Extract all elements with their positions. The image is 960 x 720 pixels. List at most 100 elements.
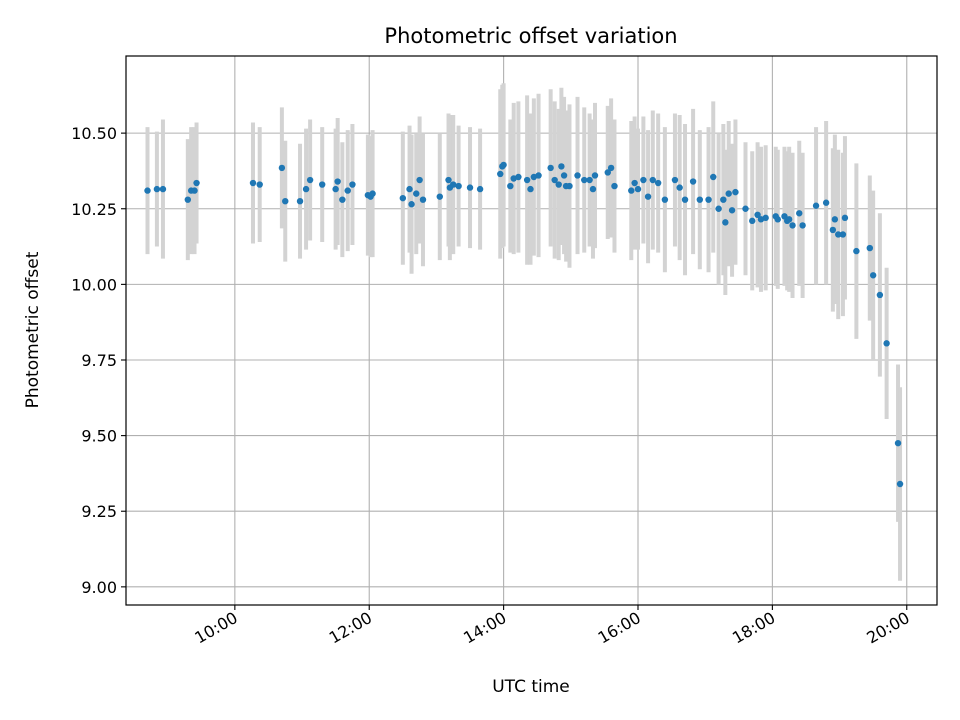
data-point — [604, 169, 611, 176]
data-point — [835, 231, 842, 238]
x-tick-label: 10:00 — [191, 608, 240, 648]
data-point — [607, 164, 615, 172]
data-point — [406, 185, 413, 193]
data-point — [671, 176, 679, 184]
data-point — [774, 216, 781, 223]
y-tick-label: 9.75 — [81, 351, 117, 370]
data-point — [789, 222, 796, 229]
data-point — [876, 291, 884, 299]
data-point — [507, 182, 514, 190]
data-points — [144, 161, 904, 488]
data-point — [866, 244, 874, 252]
data-point — [256, 181, 263, 188]
data-point — [566, 182, 573, 190]
data-point — [676, 184, 683, 191]
data-point — [754, 211, 761, 219]
data-point — [455, 182, 462, 190]
data-point — [344, 187, 351, 194]
data-point — [812, 202, 820, 209]
data-point — [416, 176, 423, 184]
data-point — [822, 199, 830, 206]
data-point — [869, 272, 877, 279]
x-tick-label: 18:00 — [729, 608, 778, 648]
data-point — [640, 176, 647, 184]
data-point — [696, 196, 704, 203]
data-point — [883, 340, 890, 347]
data-point — [249, 179, 257, 187]
data-point — [560, 172, 568, 179]
data-point — [829, 226, 837, 234]
data-point — [369, 190, 376, 197]
data-point — [551, 176, 558, 184]
data-point — [184, 196, 192, 203]
data-point — [436, 193, 443, 200]
data-point — [334, 178, 341, 185]
data-point — [628, 187, 635, 194]
x-axis-title: UTC time — [492, 677, 570, 697]
data-point — [500, 161, 507, 169]
data-point — [191, 187, 198, 194]
x-tick-label: 12:00 — [326, 608, 375, 648]
data-point — [722, 219, 729, 226]
data-point — [681, 196, 689, 203]
data-point — [466, 184, 474, 191]
data-point — [159, 185, 167, 193]
data-point — [720, 196, 727, 203]
data-point — [715, 205, 722, 212]
data-point — [611, 182, 618, 190]
data-point — [634, 185, 642, 193]
y-tick-label: 9.00 — [81, 578, 117, 597]
y-tick-label: 9.50 — [81, 427, 117, 446]
data-point — [318, 181, 326, 188]
data-point — [399, 194, 407, 202]
data-point — [193, 179, 200, 187]
data-point — [419, 196, 427, 203]
data-point — [349, 181, 356, 188]
data-point — [732, 188, 739, 196]
y-tick-label: 9.25 — [81, 502, 117, 521]
data-point — [282, 197, 289, 205]
data-point — [586, 176, 593, 184]
data-point — [841, 214, 849, 222]
chart-title: Photometric offset variation — [384, 24, 677, 48]
data-point — [644, 193, 652, 200]
data-point — [631, 179, 638, 187]
data-point — [896, 480, 904, 488]
data-point — [339, 196, 346, 203]
data-point — [527, 185, 534, 193]
data-point — [476, 185, 484, 193]
data-point — [649, 176, 656, 184]
y-tick-label: 10.00 — [71, 275, 117, 294]
data-point — [302, 185, 310, 193]
x-tick-label: 16:00 — [595, 608, 644, 648]
data-point — [296, 197, 304, 205]
data-point — [574, 172, 581, 179]
y-tick-label: 10.25 — [71, 200, 117, 219]
data-point — [558, 163, 565, 170]
data-point — [306, 176, 314, 184]
data-point — [762, 214, 769, 222]
data-point — [589, 185, 597, 193]
data-point — [654, 179, 662, 187]
data-point — [332, 185, 339, 193]
data-point — [689, 178, 697, 185]
data-point — [728, 207, 736, 214]
data-point — [710, 173, 717, 181]
data-point — [144, 187, 151, 194]
x-tick-label: 20:00 — [863, 608, 912, 648]
plot-frame — [125, 55, 938, 606]
data-point — [278, 164, 286, 172]
data-point — [555, 181, 562, 188]
data-point — [796, 210, 803, 217]
data-point — [547, 164, 554, 172]
data-point — [408, 201, 415, 208]
data-point — [705, 196, 712, 203]
data-point — [725, 190, 732, 197]
data-point — [785, 216, 793, 223]
data-point — [591, 172, 599, 179]
data-point — [799, 222, 806, 229]
data-point — [523, 176, 531, 184]
y-axis-title: Photometric offset — [23, 251, 43, 408]
data-point — [749, 217, 756, 225]
